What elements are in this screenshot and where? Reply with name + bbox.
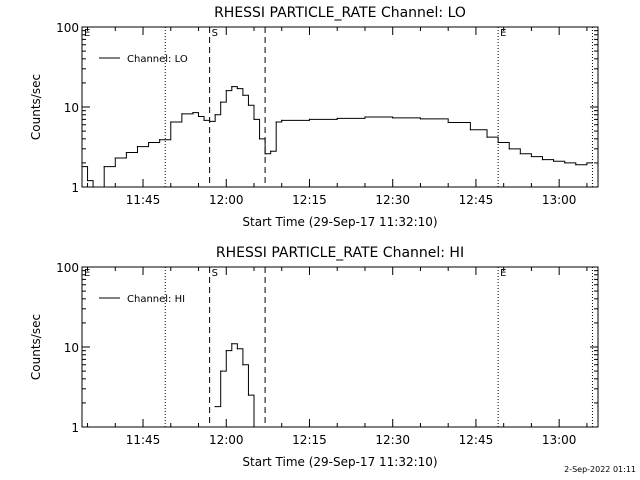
y-tick-label: 100	[56, 21, 79, 35]
annotation-label: S	[212, 28, 218, 39]
x-tick-label: 12:30	[375, 433, 410, 447]
annotation-label: S	[212, 268, 218, 279]
data-point	[553, 160, 555, 162]
data-point	[170, 121, 172, 123]
data-point	[591, 162, 594, 164]
data-point	[541, 159, 544, 161]
data-point	[247, 394, 250, 396]
data-point	[220, 101, 222, 103]
data-point	[508, 148, 510, 150]
data-point	[264, 153, 266, 155]
x-tick-label: 12:15	[292, 433, 327, 447]
data-point	[336, 117, 338, 120]
data-point	[469, 129, 471, 131]
data-point	[308, 118, 311, 120]
data-point	[247, 104, 250, 106]
x-tick-label: 12:15	[292, 193, 327, 207]
x-tick-label: 13:00	[542, 433, 577, 447]
data-point	[147, 141, 150, 144]
data-point	[136, 145, 139, 148]
data-point	[225, 350, 227, 352]
data-point	[236, 348, 238, 350]
data-point	[253, 426, 255, 428]
data-point	[253, 118, 255, 120]
y-axis-label: Counts/sec	[29, 74, 43, 140]
panel-lo: RHESSI PARTICLE_RATE Channel: LO Start Ti…	[29, 5, 599, 229]
y-tick-label: 1	[71, 421, 79, 435]
chart-title: RHESSI PARTICLE_RATE Channel: LO	[214, 5, 466, 21]
series-line	[215, 343, 255, 427]
data-point	[258, 138, 261, 140]
data-point	[203, 119, 205, 121]
data-point	[231, 85, 233, 88]
data-point	[159, 139, 161, 141]
footer-date: 2-Sep-2022 01:11	[564, 465, 636, 474]
data-point	[519, 153, 521, 155]
annotation-label: E	[500, 268, 506, 279]
data-point	[114, 157, 116, 159]
data-point	[103, 165, 105, 168]
x-tick-label: 12:45	[459, 193, 494, 207]
data-point	[364, 116, 366, 118]
data-point	[220, 370, 222, 372]
data-point	[281, 119, 283, 121]
y-axis-label: Counts/sec	[29, 314, 43, 380]
data-point	[242, 364, 244, 366]
data-point	[586, 162, 588, 164]
legend-label: Channel: LO	[127, 54, 188, 65]
x-axis-label: Start Time (29-Sep-17 11:32:10)	[242, 455, 437, 469]
x-tick-label: 11:45	[126, 433, 161, 447]
data-point	[231, 343, 233, 345]
data-point	[530, 155, 533, 158]
data-point	[236, 87, 238, 90]
data-point	[192, 112, 194, 114]
plot-frame	[81, 266, 599, 428]
data-point	[497, 141, 499, 144]
y-tick-label: 1	[71, 181, 79, 195]
data-point	[214, 405, 216, 408]
data-point	[81, 165, 83, 168]
data-point	[447, 121, 449, 124]
data-point	[275, 121, 277, 123]
series-line	[82, 86, 593, 188]
data-point	[181, 113, 183, 115]
data-point	[575, 164, 577, 166]
panel-hi: RHESSI PARTICLE_RATE Channel: HI Start Ti…	[29, 245, 599, 469]
x-axis-label: Start Time (29-Sep-17 11:32:10)	[242, 215, 437, 229]
data-point	[419, 118, 422, 120]
data-point	[125, 151, 127, 154]
data-point	[270, 150, 272, 152]
x-tick-label: 12:30	[375, 193, 410, 207]
x-tick-label: 13:00	[542, 193, 577, 207]
y-tick-label: 10	[64, 341, 79, 355]
data-point	[242, 94, 244, 96]
data-point	[197, 115, 200, 118]
data-point	[392, 117, 394, 119]
x-tick-label: 12:00	[209, 433, 244, 447]
y-tick-label: 100	[56, 261, 79, 275]
data-point	[564, 162, 566, 164]
data-point	[92, 186, 94, 188]
x-tick-label: 12:45	[459, 433, 494, 447]
legend-label: Channel: HI	[127, 294, 185, 305]
y-tick-label: 10	[64, 101, 79, 115]
data-point	[486, 136, 488, 138]
annotation-label: E	[84, 268, 90, 279]
chart-title: RHESSI PARTICLE_RATE Channel: HI	[216, 245, 464, 261]
data-point	[214, 114, 216, 116]
data-point	[86, 180, 89, 182]
annotation-label: E	[84, 28, 90, 39]
plot-frame	[81, 26, 599, 188]
x-tick-label: 11:45	[126, 193, 161, 207]
x-tick-label: 12:00	[209, 193, 244, 207]
data-point	[209, 120, 211, 123]
annotation-label: E	[500, 28, 506, 39]
data-point	[225, 90, 227, 92]
